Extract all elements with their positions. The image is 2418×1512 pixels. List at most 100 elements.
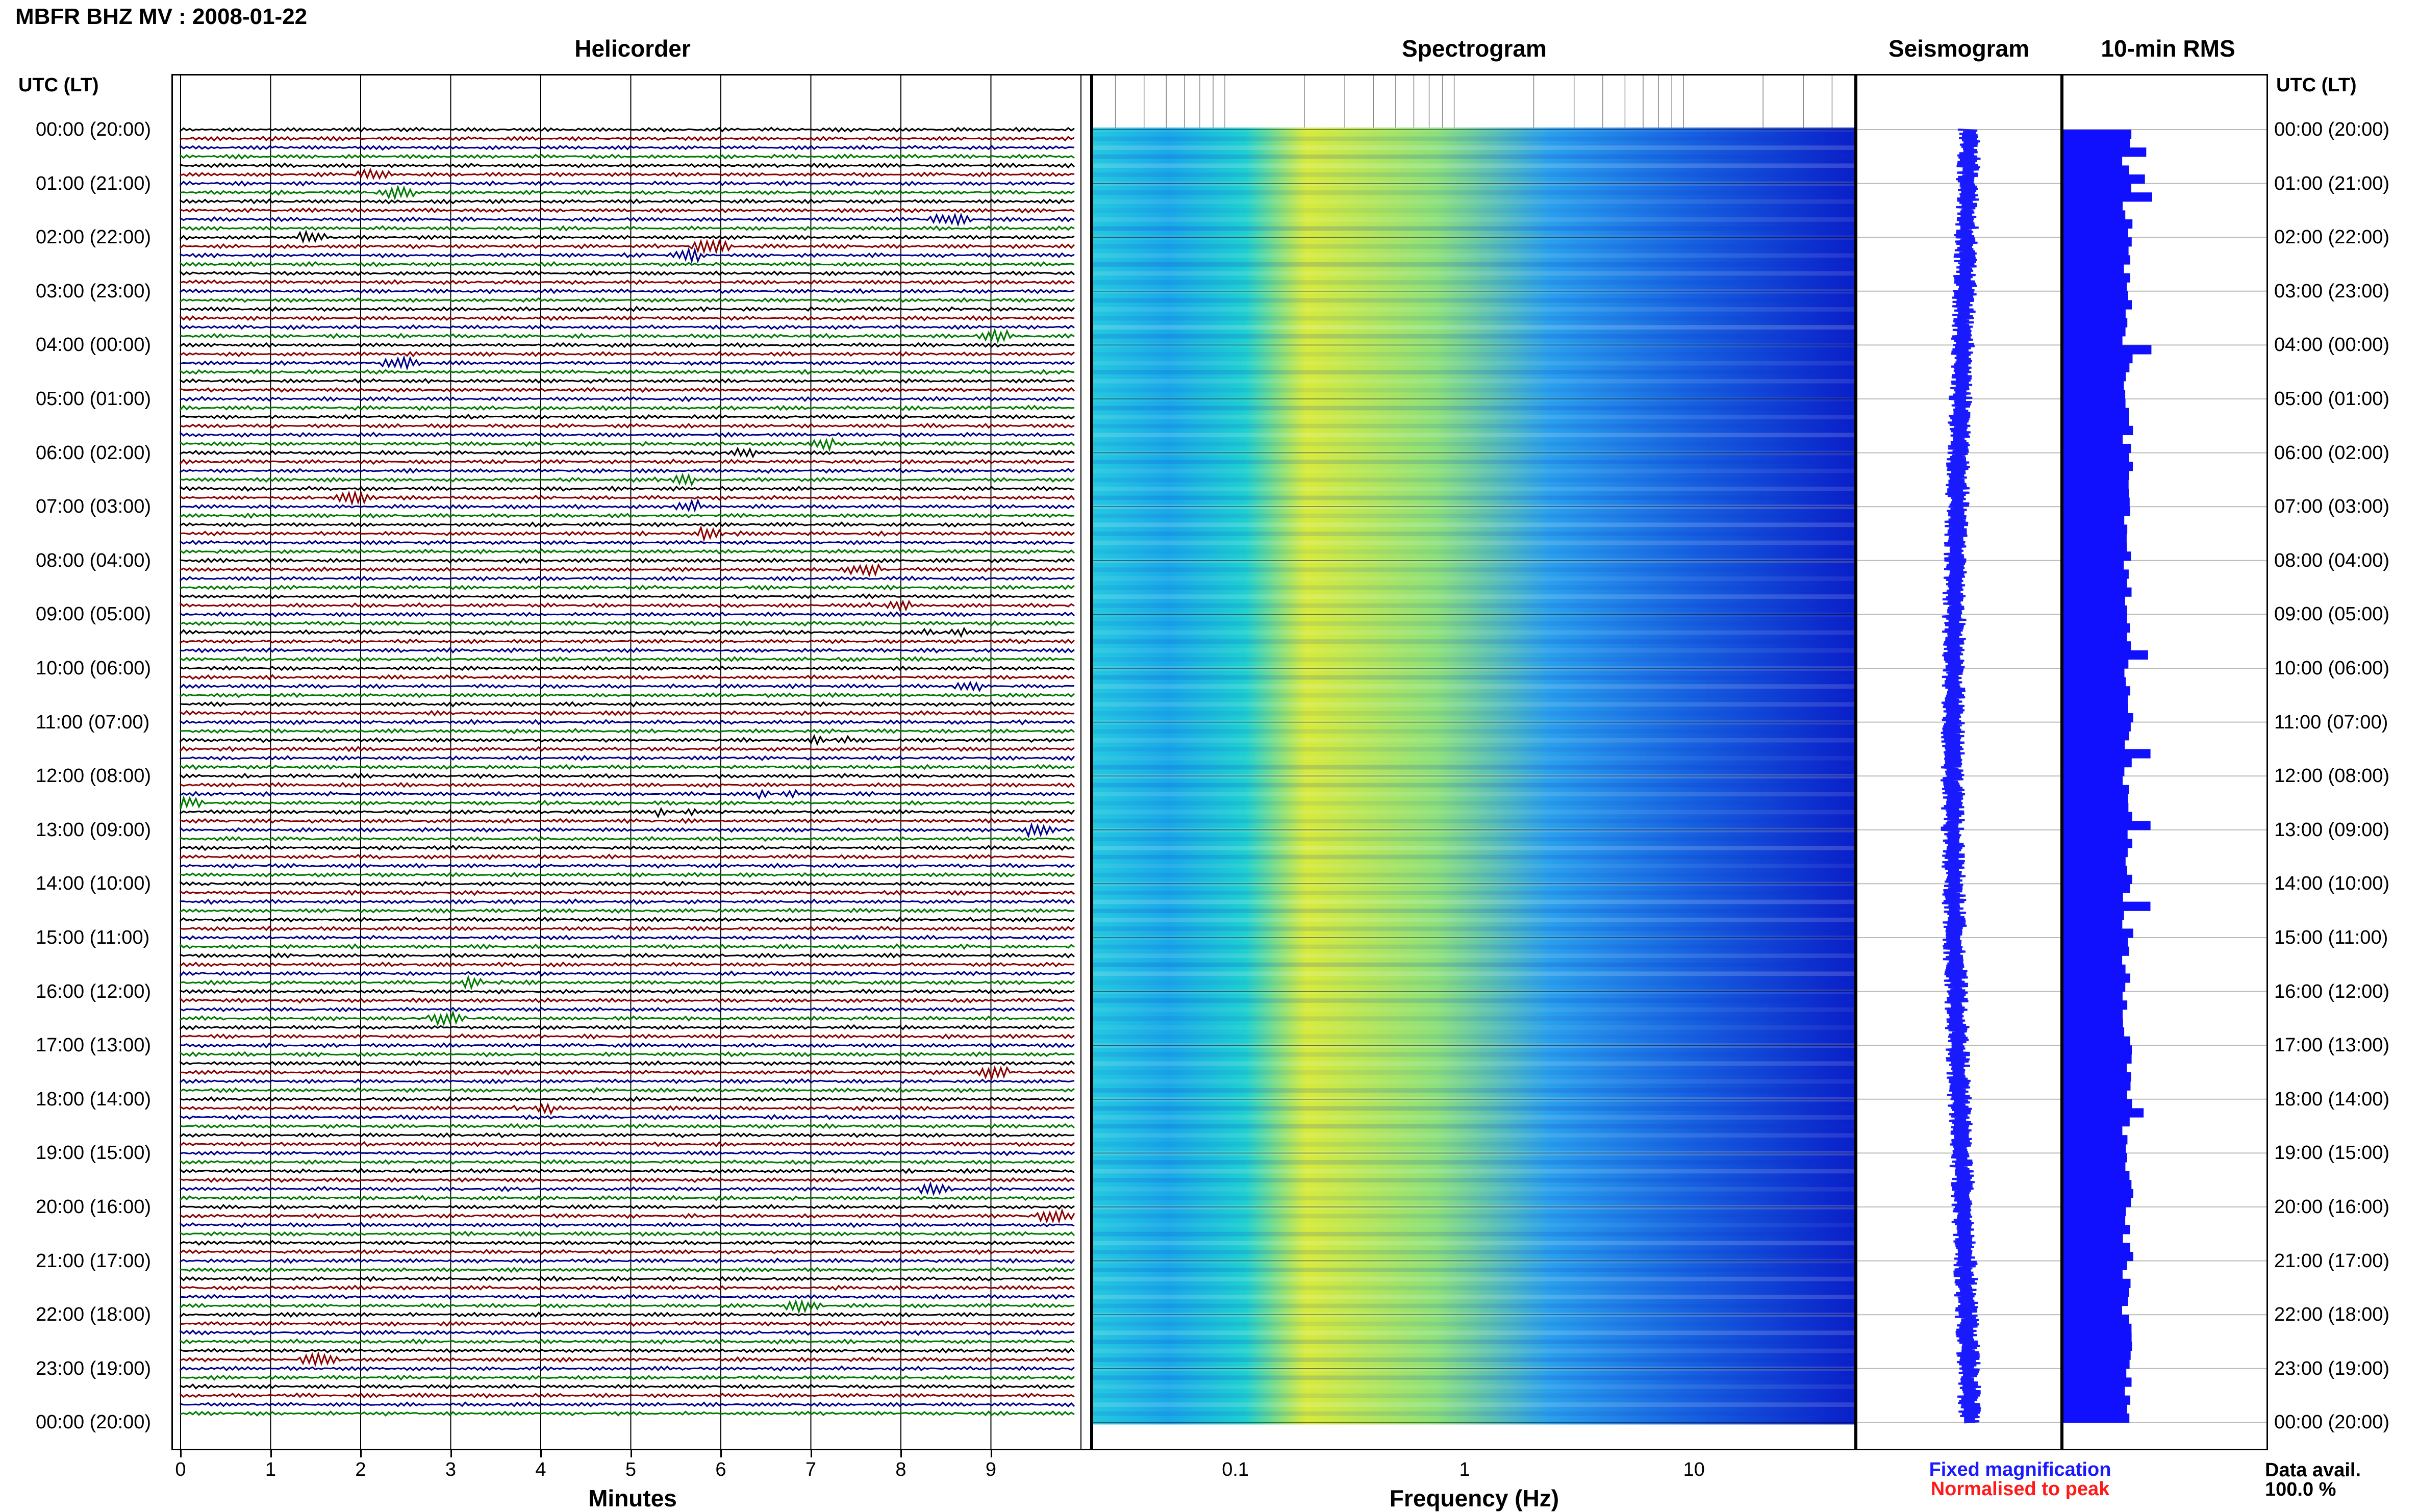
helicorder-trace (180, 997, 1075, 1004)
rms-bar (2063, 480, 2129, 489)
rms-bar (2063, 489, 2129, 498)
time-tick-left: 22:00 (18:00) (36, 1304, 152, 1326)
rms-bar (2063, 1288, 2129, 1297)
helicorder-trace (180, 1042, 1075, 1049)
rms-bar (2063, 650, 2148, 660)
helicorder-trace (180, 342, 1075, 348)
time-tick-left: 14:00 (10:00) (36, 873, 152, 895)
rms-bar (2063, 542, 2127, 552)
helicorder-trace (180, 387, 1075, 393)
helicorder-trace (180, 1299, 1075, 1315)
helicorder-trace (180, 718, 1075, 726)
rms-bar (2063, 991, 2123, 1001)
rms-bar (2063, 228, 2128, 238)
minute-tick-mark (270, 1450, 272, 1457)
rms-bar (2063, 1081, 2131, 1091)
spectrogram-row (1093, 953, 1854, 958)
helicorder-trace (180, 1347, 1075, 1354)
helicorder-trace (180, 246, 1075, 264)
helicorder-trace (180, 626, 1075, 638)
rms-bar (2063, 982, 2126, 992)
helicorder-trace (180, 1410, 1075, 1417)
rms-bar (2063, 264, 2124, 274)
rms-bar (2063, 515, 2125, 525)
helicorder-trace (180, 862, 1075, 869)
rms-bar (2063, 507, 2130, 516)
helicorder-trace (180, 1078, 1075, 1085)
helicorder-trace (180, 557, 1075, 564)
spectrogram-row (1093, 1330, 1854, 1335)
helicorder-trace (180, 485, 1075, 492)
rms-title: 10-min RMS (2101, 35, 2235, 62)
time-tick-right: 04:00 (00:00) (2274, 334, 2390, 356)
spectrogram-row (1093, 962, 1854, 967)
rms-bar (2063, 452, 2129, 462)
spectrogram-row (1093, 1160, 1854, 1165)
rms-bar (2063, 165, 2129, 175)
time-tick-right: 15:00 (11:00) (2274, 927, 2388, 948)
helicorder-trace (180, 807, 1075, 819)
helicorder-trace (180, 593, 1075, 600)
helicorder-trace (180, 1329, 1075, 1336)
spectrogram-row (1093, 738, 1854, 743)
rms-bar (2063, 973, 2130, 983)
helicorder-trace (180, 1123, 1075, 1129)
helicorder-trace (180, 297, 1075, 304)
minute-tick-mark (630, 1450, 632, 1457)
spectrogram-row (1093, 854, 1854, 860)
rms-bar (2063, 497, 2130, 507)
rms-bar (2063, 749, 2151, 759)
rms-bar (2063, 470, 2129, 480)
helicorder-trace (180, 795, 1075, 809)
spectrogram-row (1093, 837, 1854, 842)
minute-tick-mark (720, 1450, 722, 1457)
spectrogram-row (1093, 729, 1854, 734)
seismogram-panel (1856, 74, 2062, 1450)
time-tick-right: 23:00 (19:00) (2274, 1357, 2390, 1379)
rms-bar (2063, 534, 2127, 543)
spectrogram-row (1093, 657, 1854, 662)
rms-bar (2063, 408, 2129, 417)
spectrogram-row (1093, 1034, 1854, 1039)
helicorder-trace (180, 548, 1075, 555)
rms-bar (2063, 300, 2132, 310)
time-tick-left: 03:00 (23:00) (36, 280, 152, 302)
helicorder-trace (180, 1060, 1075, 1067)
rms-bar (2063, 1387, 2125, 1396)
rms-bar (2063, 462, 2133, 471)
rms-bar (2063, 174, 2145, 184)
helicorder-trace (180, 1114, 1075, 1121)
spectrogram-row (1093, 594, 1854, 599)
helicorder-trace (180, 1177, 1075, 1183)
helicorder-trace (180, 974, 1075, 991)
rms-bar (2063, 130, 2132, 139)
minute-tick-mark (180, 1450, 182, 1457)
rms-bar (2063, 776, 2123, 786)
helicorder-trace (180, 270, 1075, 276)
spectrogram-row (1093, 711, 1854, 716)
time-tick-right: 05:00 (01:00) (2274, 388, 2390, 410)
spectrogram-row (1093, 487, 1854, 491)
helicorder-trace (180, 1132, 1075, 1139)
time-tick-left: 06:00 (02:00) (36, 442, 152, 464)
spectrogram-row (1093, 1214, 1854, 1219)
helicorder-trace (180, 681, 1075, 693)
helicorder-trace (180, 395, 1075, 402)
time-tick-right: 02:00 (22:00) (2274, 226, 2390, 248)
spectrogram-row (1093, 891, 1854, 895)
helicorder-trace (180, 279, 1075, 286)
rms-bar (2063, 938, 2128, 947)
rms-bar (2063, 803, 2129, 813)
spectrogram-row (1093, 190, 1854, 195)
rms-bar (2063, 1216, 2126, 1225)
helicorder-trace (180, 1248, 1075, 1255)
rms-bar (2063, 874, 2132, 884)
helicorder-trace (180, 710, 1074, 717)
spectrogram-row (1093, 1295, 1854, 1299)
time-tick-right: 08:00 (04:00) (2274, 549, 2390, 571)
rms-bar (2063, 722, 2131, 732)
rms-bar (2063, 1009, 2123, 1019)
helicorder-trace (180, 1351, 1075, 1368)
time-tick-right: 00:00 (20:00) (2274, 1412, 2390, 1433)
rms-bar (2063, 623, 2130, 633)
